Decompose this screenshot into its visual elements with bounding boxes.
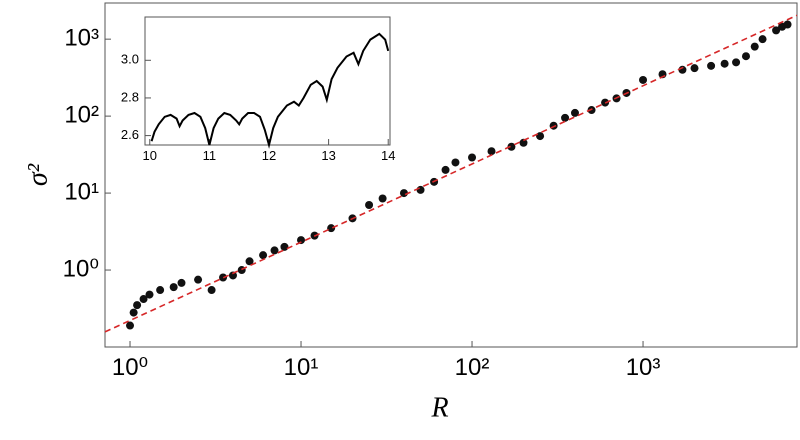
data-point (741, 52, 750, 61)
data-point (259, 251, 268, 260)
plot-frame (144, 16, 391, 146)
data-point (468, 153, 477, 162)
data-point (732, 58, 741, 67)
data-point (169, 283, 178, 292)
data-point (133, 301, 142, 310)
data-point (639, 75, 648, 84)
data-point (219, 273, 228, 282)
data-point (129, 308, 138, 317)
data-point (194, 275, 203, 284)
data-point (507, 142, 516, 151)
y-tick-label: 10¹ (64, 178, 99, 205)
data-point (270, 246, 279, 255)
data-point (177, 278, 186, 287)
x-tick-label: 10¹ (284, 354, 319, 381)
data-point (451, 158, 460, 167)
data-point (758, 35, 767, 44)
fit-line (104, 14, 798, 333)
data-point (690, 64, 699, 73)
x-tick-label: 14 (381, 148, 395, 163)
x-tick-label: 10² (455, 354, 490, 381)
data-line (150, 32, 390, 149)
data-point (570, 108, 579, 117)
x-tick-label: 12 (262, 148, 276, 163)
data-point (245, 257, 254, 266)
x-tick-label: 13 (321, 148, 335, 163)
x-tick-label: 11 (203, 148, 217, 163)
data-point (783, 20, 792, 29)
data-point (416, 185, 425, 194)
x-axis-label: R (430, 392, 448, 423)
data-point (280, 242, 289, 251)
data-point (750, 42, 759, 51)
data-point (327, 224, 336, 233)
data-point (772, 26, 781, 35)
data-point (487, 147, 496, 156)
data-point (126, 321, 135, 330)
data-point (207, 286, 216, 295)
data-point (561, 113, 570, 122)
data-point (536, 132, 545, 141)
data-point (441, 165, 450, 174)
data-point (378, 194, 387, 203)
data-point (707, 61, 716, 70)
data-point (720, 59, 729, 68)
x-tick-label: 10⁰ (112, 354, 148, 381)
y-tick-label: 3.0 (121, 52, 139, 67)
y-tick-label: 2.8 (121, 89, 139, 104)
data-point (145, 290, 154, 299)
data-point (297, 236, 306, 245)
data-point (519, 138, 528, 147)
y-tick-label: 10² (64, 101, 99, 128)
y-tick-label: 10⁰ (63, 255, 99, 282)
x-tick-label: 10 (143, 148, 157, 163)
y-axis-label: σ² (22, 163, 53, 186)
data-point (156, 286, 165, 295)
data-point (228, 271, 237, 280)
data-point (365, 201, 374, 210)
data-point (399, 189, 408, 198)
data-point (139, 295, 148, 304)
x-tick-label: 10³ (626, 354, 661, 381)
y-tick-label: 10³ (64, 25, 99, 52)
y-tick-label: 2.6 (121, 127, 139, 142)
